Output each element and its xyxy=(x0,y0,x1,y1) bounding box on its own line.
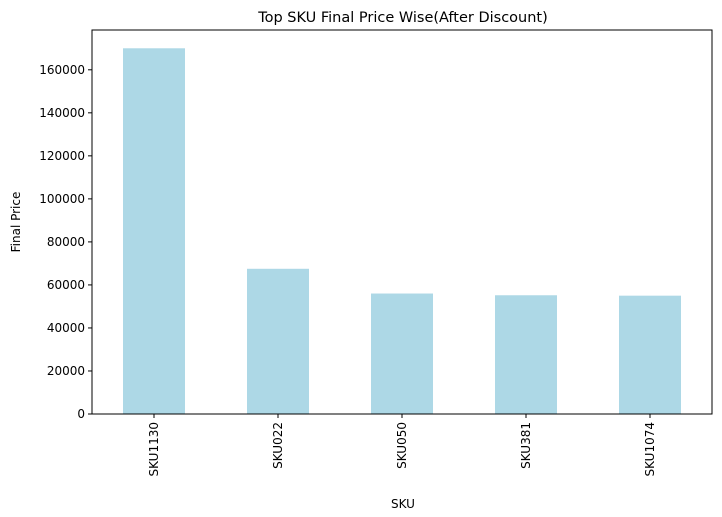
y-tick-label-120000: 120000 xyxy=(39,149,85,163)
plot-frame xyxy=(91,29,713,415)
bar-sku1074 xyxy=(619,295,681,414)
bar-sku1130 xyxy=(123,48,185,415)
x-tick-label-sku1130: SKU1130 xyxy=(147,422,161,477)
y-tick-label-140000: 140000 xyxy=(39,106,85,120)
y-tick-label-80000: 80000 xyxy=(47,235,85,249)
y-tick-label-160000: 160000 xyxy=(39,63,85,77)
y-tick-label-60000: 60000 xyxy=(47,278,85,292)
bar-sku022 xyxy=(247,268,309,414)
chart-title: Top SKU Final Price Wise(After Discount) xyxy=(257,10,548,26)
x-tick-label-sku381: SKU381 xyxy=(519,422,533,469)
bar-sku050 xyxy=(371,293,433,414)
y-tick-label-40000: 40000 xyxy=(47,321,85,335)
y-tick-label-0: 0 xyxy=(77,407,85,421)
y-tick-label-20000: 20000 xyxy=(47,364,85,378)
x-axis: SKU1130 SKU022 SKU050 SKU381 SKU1074 xyxy=(147,414,657,477)
x-tick-label-sku022: SKU022 xyxy=(271,422,285,469)
bars-group xyxy=(123,48,681,415)
x-tick-label-sku050: SKU050 xyxy=(395,422,409,469)
x-axis-label: SKU xyxy=(391,497,415,511)
x-tick-label-sku1074: SKU1074 xyxy=(643,422,657,477)
y-axis-label: Final Price xyxy=(9,192,23,253)
bar-sku381 xyxy=(495,295,557,414)
y-tick-label-100000: 100000 xyxy=(39,192,85,206)
y-axis: 0 20000 40000 60000 80000 100000 120000 140000 1… xyxy=(39,63,92,421)
